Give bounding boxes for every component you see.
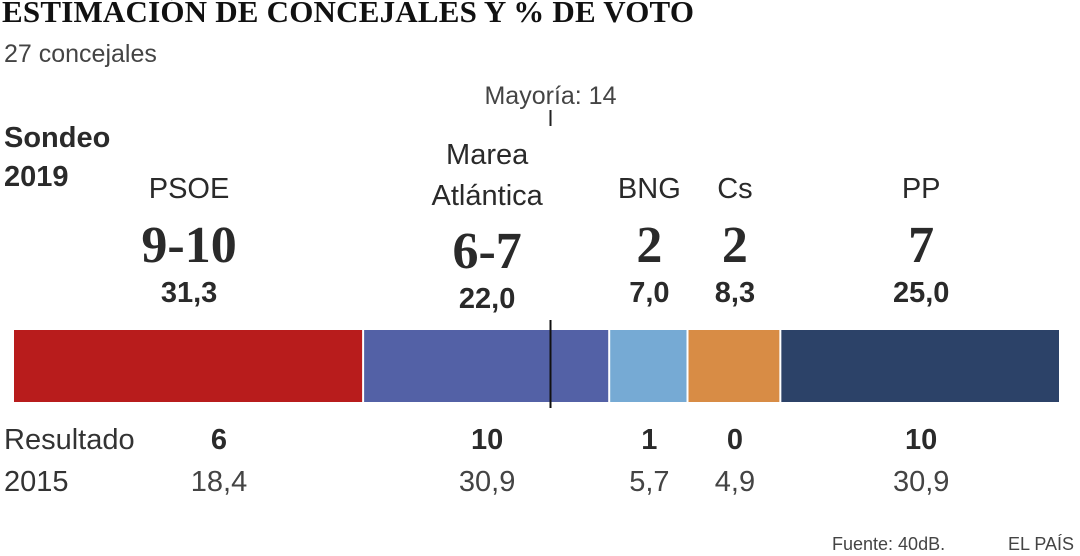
seats-2015-marea-atlntica: 10 — [471, 424, 503, 456]
stacked-bar — [14, 330, 1059, 402]
chart-title: ESTIMACIÓN DE CONCEJALES Y % DE VOTO — [2, 0, 695, 29]
vote-pct-2015-psoe: 18,4 — [191, 466, 247, 498]
seats-estimate-bng: 2 — [636, 217, 662, 274]
party-name-bng: BNG — [618, 173, 681, 205]
seats-estimate-psoe: 9-10 — [141, 217, 236, 274]
vote-pct-marea-atlntica: 22,0 — [459, 283, 515, 315]
bar-segment-bng — [610, 330, 687, 402]
vote-pct-psoe: 31,3 — [161, 277, 217, 309]
row-label-resultado-line1: Resultado — [4, 424, 135, 456]
vote-pct-2015-bng: 5,7 — [629, 466, 669, 498]
seats-2015-pp: 10 — [905, 424, 937, 456]
seats-2015-bng: 1 — [641, 424, 657, 456]
row-label-sondeo-line1: Sondeo — [4, 122, 110, 154]
party-name-marea-atlntica-line2: Atlántica — [432, 180, 544, 212]
party-labels: PSOE9-1031,3618,4MareaAtlántica6-722,010… — [141, 139, 949, 498]
vote-pct-2015-cs: 4,9 — [715, 466, 755, 498]
seats-estimate-pp: 7 — [908, 217, 934, 274]
party-name-cs: Cs — [717, 173, 752, 205]
row-label-resultado-line2: 2015 — [4, 466, 69, 498]
vote-pct-2015-marea-atlntica: 30,9 — [459, 466, 515, 498]
seats-2015-cs: 0 — [727, 424, 743, 456]
bar-segment-psoe — [14, 330, 363, 402]
seats-estimate-cs: 2 — [722, 217, 748, 274]
majority-label: Mayoría: 14 — [484, 82, 616, 110]
party-name-psoe: PSOE — [149, 173, 230, 205]
party-name-marea-atlntica-line1: Marea — [446, 139, 529, 171]
seats-estimate-marea-atlntica: 6-7 — [452, 223, 521, 280]
vote-pct-2015-pp: 30,9 — [893, 466, 949, 498]
vote-pct-bng: 7,0 — [629, 277, 669, 309]
vote-pct-pp: 25,0 — [893, 277, 949, 309]
source-note: Fuente: 40dB. — [832, 534, 945, 554]
bar-segment-cs — [688, 330, 780, 402]
vote-pct-cs: 8,3 — [715, 277, 755, 309]
bar-segment-pp — [781, 330, 1059, 402]
bar-segment-marea-atlntica — [364, 330, 609, 402]
seats-2015-psoe: 6 — [211, 424, 227, 456]
publisher-credit: EL PAÍS — [1008, 534, 1074, 554]
chart-subtitle: 27 concejales — [4, 40, 157, 68]
party-name-pp: PP — [902, 173, 941, 205]
row-label-sondeo-line2: 2019 — [4, 161, 69, 193]
